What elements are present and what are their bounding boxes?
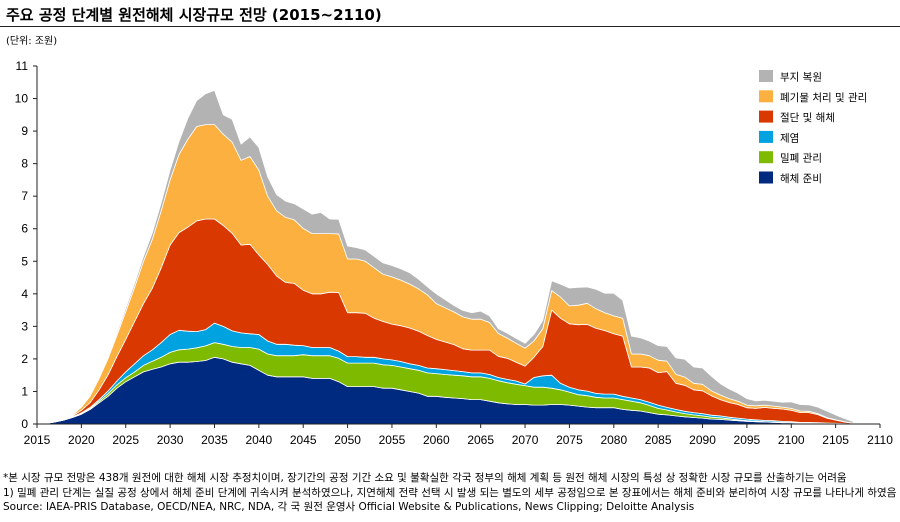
legend-swatch-부지-복원 [759,70,773,82]
y-tick-label: 7 [21,189,28,203]
title-divider [0,26,900,27]
x-tick-label: 2110 [867,433,893,447]
x-tick-label: 2035 [201,433,228,447]
y-tick-label: 6 [21,222,28,236]
source-note: Source: IAEA-PRIS Database, OECD/NEA, NR… [3,501,695,513]
x-tick-label: 2015 [24,433,51,447]
legend-label-해체-준비: 해체 준비 [780,172,822,185]
y-tick-label: 2 [21,352,28,366]
y-tick-label: 9 [21,124,28,138]
x-tick-label: 2030 [157,433,184,447]
y-tick-label: 5 [21,254,28,268]
legend-label-부지-복원: 부지 복원 [780,72,822,84]
x-tick-label: 2090 [689,433,716,447]
legend-swatch-폐기물-처리-및-관리 [759,90,773,103]
footnote-scope: *본 시장 규모 전망은 438개 원전에 대한 해체 시장 추정치이며, 장기… [3,472,847,484]
x-tick-label: 2060 [423,433,450,447]
x-tick-label: 2040 [245,433,272,447]
x-tick-label: 2080 [600,433,627,447]
x-tick-label: 2075 [556,433,583,447]
y-tick-label: 4 [21,287,28,301]
legend-swatch-절단-및-해체 [759,110,773,123]
y-tick-label: 10 [15,92,29,106]
x-tick-label: 2070 [512,433,539,447]
x-tick-label: 2050 [334,433,361,447]
y-axis-ticks: 0 1 2 3 4 5 6 7 8 9 10 11 [15,59,37,431]
legend-label-밀폐-관리: 밀폐 관리 [780,153,822,165]
legend-swatch-밀폐-관리 [759,151,773,164]
x-tick-label: 2045 [290,433,317,447]
footnote-sealed-management: 1) 밀폐 관리 단계는 실질 공정 상에서 해체 준비 단계에 귀속시켜 분석… [3,486,897,499]
unit-label: (단위: 조원) [6,36,58,47]
x-tick-label: 2025 [112,433,139,447]
x-tick-label: 2065 [467,433,494,447]
page-title: 주요 공정 단계별 원전해체 시장규모 전망 (2015~2110) [6,6,382,24]
y-tick-label: 3 [21,319,28,333]
legend-swatch-제염 [759,130,773,143]
stacked-area-chart: 2015 2020 2025 2030 2035 2040 2045 2050 2055 2060… [15,59,894,447]
y-tick-label: 11 [16,59,29,73]
x-tick-label: 2020 [68,433,95,447]
x-tick-label: 2085 [645,433,672,447]
legend-label-절단-및-해체: 절단 및 해체 [780,111,835,124]
y-tick-label: 8 [21,157,28,171]
area-series-5 [45,90,854,424]
x-tick-label: 2055 [379,433,406,447]
legend-label-폐기물-처리-및-관리: 폐기물 처리 및 관리 [780,92,867,104]
legend-label-제염: 제염 [780,132,799,144]
area-layers [45,90,854,425]
x-tick-label: 2095 [734,433,761,447]
x-tick-label: 2100 [778,433,805,447]
x-axis-ticks: 2015 2020 2025 2030 2035 2040 2045 2050 2055 2060… [24,424,893,447]
footnotes: *본 시장 규모 전망은 438개 원전에 대한 해체 시장 추정치이며, 장기… [3,471,896,515]
x-tick-label: 2105 [822,433,849,447]
axes [36,66,880,425]
legend-swatch-해체-준비 [759,171,773,184]
y-tick-label: 1 [21,384,28,398]
y-tick-label: 0 [21,417,28,431]
